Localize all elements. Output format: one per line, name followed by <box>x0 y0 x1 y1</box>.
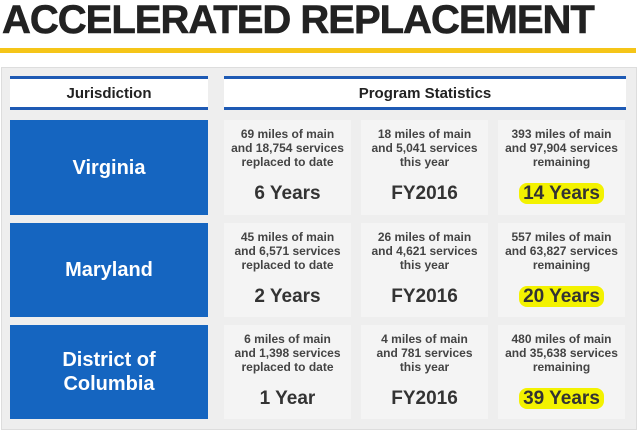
stat-value: FY2016 <box>391 286 458 307</box>
stat-value: FY2016 <box>391 388 458 409</box>
stat-description: 480 miles of main and 35,638 services re… <box>505 332 618 374</box>
jurisdiction-district-of-columbia: District of Columbia <box>10 325 208 419</box>
stat-description: 393 miles of main and 97,904 services re… <box>505 127 618 169</box>
stat-description: 69 miles of main and 18,754 services rep… <box>231 127 344 169</box>
stat-cell: 480 miles of main and 35,638 services re… <box>498 325 625 419</box>
jurisdiction-maryland: Maryland <box>10 223 208 317</box>
stat-cell: 18 miles of main and 5,041 services this… <box>361 120 488 215</box>
title-underline <box>0 48 636 53</box>
stat-value-highlighted: 39 Years <box>519 388 604 409</box>
stat-description: 557 miles of main and 63,827 services re… <box>505 230 618 272</box>
stat-cell: 6 miles of main and 1,398 services repla… <box>224 325 351 419</box>
page-title: ACCELERATED REPLACEMENT <box>2 0 595 42</box>
stat-cell: 4 miles of main and 781 services this ye… <box>361 325 488 419</box>
stat-cell: 557 miles of main and 63,827 services re… <box>498 223 625 317</box>
stat-value: 2 Years <box>254 286 321 307</box>
stat-description: 4 miles of main and 781 services this ye… <box>376 332 473 374</box>
header-program-statistics: Program Statistics <box>224 76 626 110</box>
stat-cell: 45 miles of main and 6,571 services repl… <box>224 223 351 317</box>
stat-value-highlighted: 20 Years <box>519 286 604 307</box>
stat-value: 1 Year <box>259 388 316 409</box>
stat-cell: 69 miles of main and 18,754 services rep… <box>224 120 351 215</box>
stat-value: FY2016 <box>391 183 458 204</box>
stat-value: 6 Years <box>254 183 321 204</box>
stat-description: 45 miles of main and 6,571 services repl… <box>234 230 341 272</box>
stat-value-highlighted: 14 Years <box>519 183 604 204</box>
stat-description: 18 miles of main and 5,041 services this… <box>371 127 478 169</box>
stat-description: 6 miles of main and 1,398 services repla… <box>234 332 341 374</box>
stat-description: 26 miles of main and 4,621 services this… <box>371 230 478 272</box>
jurisdiction-virginia: Virginia <box>10 120 208 215</box>
stat-cell: 26 miles of main and 4,621 services this… <box>361 223 488 317</box>
stat-cell: 393 miles of main and 97,904 services re… <box>498 120 625 215</box>
header-jurisdiction: Jurisdiction <box>10 76 208 110</box>
